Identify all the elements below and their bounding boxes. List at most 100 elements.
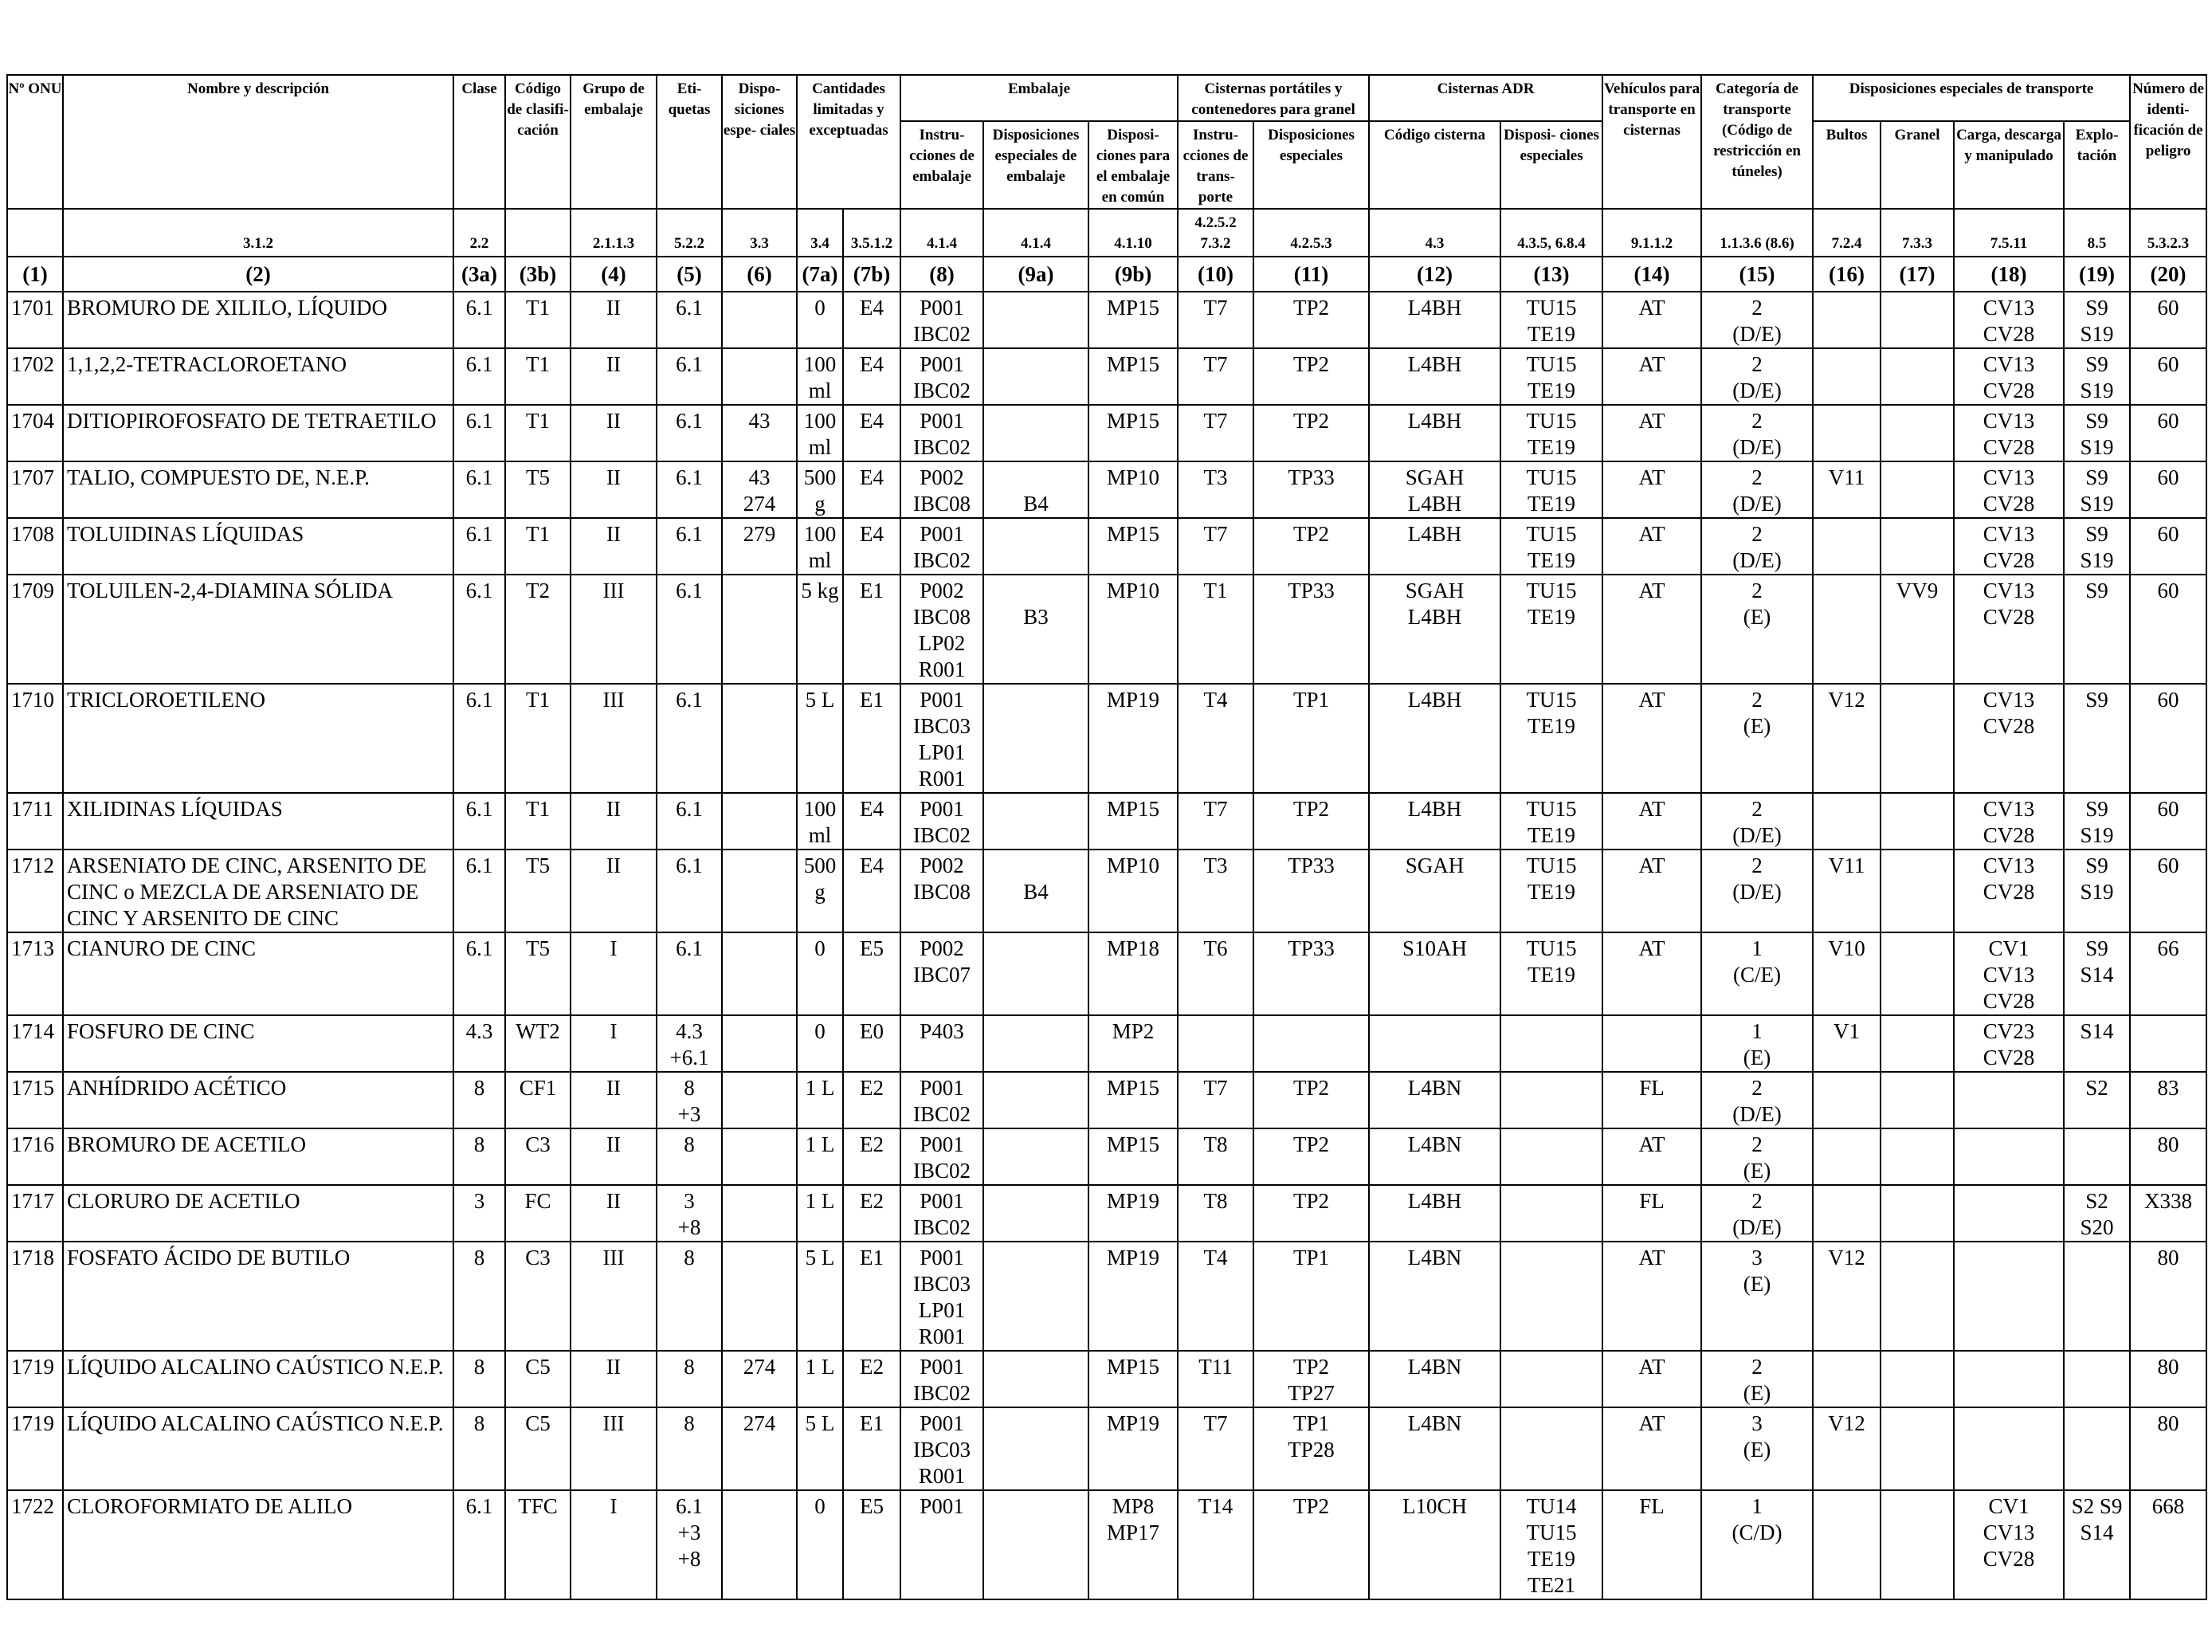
hazard-number-cell: 668 (2129, 1489, 2208, 1600)
classification-code-cell: WT2 (504, 1014, 571, 1073)
packing-group-cell: II (570, 347, 657, 406)
labels-cell: 6.1 +3 +8 (656, 1489, 723, 1600)
header-column-number: (7a) (796, 256, 844, 292)
tank-provisions-cell (1500, 1071, 1604, 1129)
loading-cell: CV13 CV28 (1953, 347, 2065, 406)
header-emb-disposiciones: Disposiciones especiales de embalaje (982, 120, 1089, 210)
packing-group-cell: II (570, 792, 657, 850)
operation-cell (2063, 1350, 2132, 1408)
special-provisions-cell (721, 1128, 798, 1186)
packing-group-cell: III (570, 1407, 657, 1491)
transport-category-cell: 2 (D/E) (1700, 404, 1814, 462)
classification-code-cell: FC (504, 1184, 571, 1242)
tank-provisions-cell (1500, 1128, 1604, 1186)
special-provisions-cell: 274 (721, 1350, 798, 1408)
header-cisternas-portatiles: Cisternas portátiles y contenedores para… (1176, 74, 1371, 122)
header-column-number: (4) (570, 256, 657, 292)
bulk-cell (1880, 404, 1955, 462)
excepted-quantity-cell: E1 (842, 1241, 901, 1352)
packages-cell (1812, 517, 1882, 575)
tank-vehicle-cell: AT (1602, 404, 1703, 462)
portable-tank-instructions-cell: T7 (1177, 291, 1254, 349)
loading-cell: CV13 CV28 (1953, 683, 2065, 794)
portable-tank-provisions-cell: TP33 (1252, 574, 1371, 685)
operation-cell: S2 S20 (2063, 1184, 2132, 1242)
packages-cell: V1 (1812, 1014, 1882, 1073)
header-column-number: (3a) (453, 256, 506, 292)
mixed-packing-cell: MP15 (1088, 517, 1179, 575)
tank-provisions-cell: TU15 TE19 (1500, 574, 1604, 685)
bulk-cell (1880, 347, 1955, 406)
header-numero-peligro: Número de identi- ficación de peligro (2129, 74, 2208, 210)
name-cell: ANHÍDRIDO ACÉTICO (62, 1071, 454, 1129)
header-reference-cell: 2.2 (453, 208, 506, 257)
portable-tank-instructions-cell: T8 (1177, 1184, 1254, 1242)
header-reference-cell: 4.2.5.2 7.3.2 (1177, 208, 1254, 257)
packages-cell (1812, 1071, 1882, 1129)
labels-cell: 4.3 +6.1 (656, 1014, 723, 1073)
header-bultos: Bultos (1812, 120, 1882, 210)
hazard-number-cell: 60 (2129, 849, 2208, 933)
special-packing-provisions-cell: B4 (982, 849, 1089, 933)
portable-tank-provisions-cell: TP33 (1252, 461, 1371, 519)
hazard-number-cell: 80 (2129, 1128, 2208, 1186)
header-column-number: (12) (1368, 256, 1502, 292)
special-packing-provisions-cell (982, 683, 1089, 794)
special-packing-provisions-cell (982, 1128, 1089, 1186)
bulk-cell (1880, 932, 1955, 1016)
header-column-number: (10) (1177, 256, 1254, 292)
limited-quantity-cell: 1 L (796, 1128, 844, 1186)
header-reference-cell: 3.5.1.2 (842, 208, 901, 257)
special-packing-provisions-cell (982, 1014, 1089, 1073)
header-reference-cell: 3.3 (721, 208, 798, 257)
header-codigo: Código de clasifi- cación (504, 74, 571, 210)
mixed-packing-cell: MP15 (1088, 347, 1179, 406)
transport-category-cell: 1 (C/D) (1700, 1489, 1814, 1600)
loading-cell (1953, 1407, 2065, 1491)
labels-cell: 6.1 (656, 574, 723, 685)
packing-group-cell: III (570, 683, 657, 794)
onu-cell: 1712 (6, 849, 64, 933)
excepted-quantity-cell: E1 (842, 683, 901, 794)
special-provisions-cell: 43 274 (721, 461, 798, 519)
packing-group-cell: II (570, 1128, 657, 1186)
limited-quantity-cell: 100 ml (796, 347, 844, 406)
header-nombre: Nombre y descripción (62, 74, 454, 210)
tank-provisions-cell: TU15 TE19 (1500, 792, 1604, 850)
packing-group-cell: II (570, 291, 657, 349)
loading-cell (1953, 1241, 2065, 1352)
operation-cell: S2 (2063, 1071, 2132, 1129)
onu-cell: 1711 (6, 792, 64, 850)
classification-code-cell: T1 (504, 347, 571, 406)
operation-cell (2063, 1128, 2132, 1186)
class-cell: 4.3 (453, 1014, 506, 1073)
transport-category-cell: 2 (D/E) (1700, 792, 1814, 850)
name-cell: CIANURO DE CINC (62, 932, 454, 1016)
tank-code-cell: L4BH (1368, 683, 1502, 794)
tank-provisions-cell (1500, 1241, 1604, 1352)
packing-instructions-cell: P002 IBC08 LP02 R001 (900, 574, 984, 685)
mixed-packing-cell: MP15 (1088, 792, 1179, 850)
packing-group-cell: II (570, 1350, 657, 1408)
packing-instructions-cell: P001 IBC02 (900, 792, 984, 850)
onu-cell: 1716 (6, 1128, 64, 1186)
tank-code-cell: L4BH (1368, 792, 1502, 850)
limited-quantity-cell: 5 L (796, 1241, 844, 1352)
tank-code-cell: SGAH (1368, 849, 1502, 933)
class-cell: 6.1 (453, 461, 506, 519)
tank-code-cell (1368, 1014, 1502, 1073)
dangerous-goods-table: Nº ONU Nombre y descripción Clase Código… (6, 74, 2208, 1600)
special-provisions-cell (721, 574, 798, 685)
classification-code-cell: T1 (504, 683, 571, 794)
tank-code-cell: L4BN (1368, 1350, 1502, 1408)
name-cell: BROMURO DE ACETILO (62, 1128, 454, 1186)
loading-cell: CV13 CV28 (1953, 404, 2065, 462)
labels-cell: 8 +3 (656, 1071, 723, 1129)
table-row: 1701 BROMURO DE XILILO, LÍQUIDO 6.1 T1 II 6.1… (6, 291, 2208, 349)
tank-provisions-cell: TU14 TU15 TE19 TE21 (1500, 1489, 1604, 1600)
portable-tank-provisions-cell: TP1 TP28 (1252, 1407, 1371, 1491)
tank-provisions-cell: TU15 TE19 (1500, 517, 1604, 575)
special-provisions-cell (721, 849, 798, 933)
header-reference-cell: 7.5.11 (1953, 208, 2065, 257)
limited-quantity-cell: 1 L (796, 1071, 844, 1129)
